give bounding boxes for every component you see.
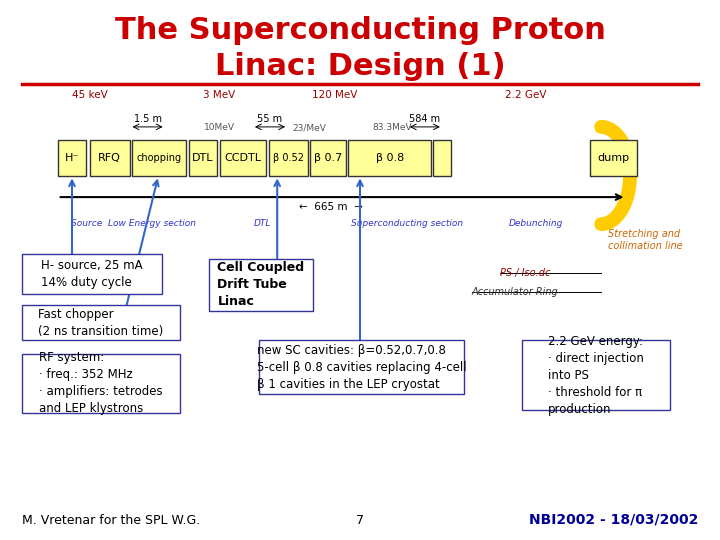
FancyBboxPatch shape <box>58 140 86 176</box>
Text: 7: 7 <box>356 514 364 526</box>
Text: 45 keV: 45 keV <box>72 90 108 100</box>
Text: Debunching: Debunching <box>509 219 564 228</box>
Text: DTL: DTL <box>192 153 214 163</box>
Text: 2.2 GeV energy:
· direct injection
into PS
· threshold for π
production: 2.2 GeV energy: · direct injection into … <box>548 335 644 416</box>
Text: 584 m: 584 m <box>409 114 441 124</box>
Text: β 0.8: β 0.8 <box>376 153 404 163</box>
FancyBboxPatch shape <box>209 259 313 310</box>
Text: 55 m: 55 m <box>258 114 282 124</box>
Text: 2.2 GeV: 2.2 GeV <box>505 90 546 100</box>
Text: H⁻: H⁻ <box>65 153 79 163</box>
Text: 83.3MeV: 83.3MeV <box>372 123 413 132</box>
FancyBboxPatch shape <box>433 140 451 176</box>
Text: CCDTL: CCDTL <box>225 153 261 163</box>
Text: ←  665 m  →: ← 665 m → <box>300 202 363 213</box>
Text: Fast chopper
(2 ns transition time): Fast chopper (2 ns transition time) <box>38 308 163 338</box>
FancyBboxPatch shape <box>348 140 431 176</box>
Text: new SC cavities: β=0.52,0.7,0.8
5-cell β 0.8 cavities replacing 4-cell
β 1 cavit: new SC cavities: β=0.52,0.7,0.8 5-cell β… <box>257 343 467 391</box>
FancyBboxPatch shape <box>259 340 464 394</box>
Text: 3 MeV: 3 MeV <box>204 90 235 100</box>
FancyBboxPatch shape <box>132 140 186 176</box>
Text: DTL: DTL <box>254 219 271 228</box>
FancyBboxPatch shape <box>22 254 162 294</box>
Text: M. Vretenar for the SPL W.G.: M. Vretenar for the SPL W.G. <box>22 514 200 526</box>
Text: β 0.7: β 0.7 <box>314 153 343 163</box>
FancyBboxPatch shape <box>522 340 670 410</box>
Text: dump: dump <box>598 153 630 163</box>
Text: Cell Coupled
Drift Tube
Linac: Cell Coupled Drift Tube Linac <box>217 261 305 308</box>
Text: 10MeV: 10MeV <box>204 123 235 132</box>
Text: NBI2002 - 18/03/2002: NBI2002 - 18/03/2002 <box>529 512 698 526</box>
Text: RF system:
· freq.: 352 MHz
· amplifiers: tetrodes
and LEP klystrons: RF system: · freq.: 352 MHz · amplifiers… <box>39 352 163 415</box>
FancyBboxPatch shape <box>189 140 217 176</box>
FancyBboxPatch shape <box>269 140 308 176</box>
Text: Superconducting section: Superconducting section <box>351 219 463 228</box>
FancyBboxPatch shape <box>220 140 266 176</box>
Text: 120 MeV: 120 MeV <box>312 90 358 100</box>
FancyBboxPatch shape <box>90 140 130 176</box>
FancyBboxPatch shape <box>22 305 180 340</box>
Text: β 0.52: β 0.52 <box>273 153 304 163</box>
Text: chopping: chopping <box>136 153 181 163</box>
FancyBboxPatch shape <box>310 140 346 176</box>
Text: 1.5 m: 1.5 m <box>134 114 161 124</box>
Text: RFQ: RFQ <box>99 153 121 163</box>
Text: H- source, 25 mA
14% duty cycle: H- source, 25 mA 14% duty cycle <box>41 259 143 289</box>
FancyBboxPatch shape <box>590 140 637 176</box>
Text: Source  Low Energy section: Source Low Energy section <box>71 219 196 228</box>
Text: The Superconducting Proton
Linac: Design (1): The Superconducting Proton Linac: Design… <box>114 16 606 81</box>
Text: PS / Iso.dc: PS / Iso.dc <box>500 268 551 278</box>
Text: Accumulator Ring: Accumulator Ring <box>472 287 558 296</box>
Text: 23/MeV: 23/MeV <box>292 123 327 132</box>
FancyBboxPatch shape <box>22 354 180 413</box>
Text: Stretching and
collimation line: Stretching and collimation line <box>608 230 683 251</box>
